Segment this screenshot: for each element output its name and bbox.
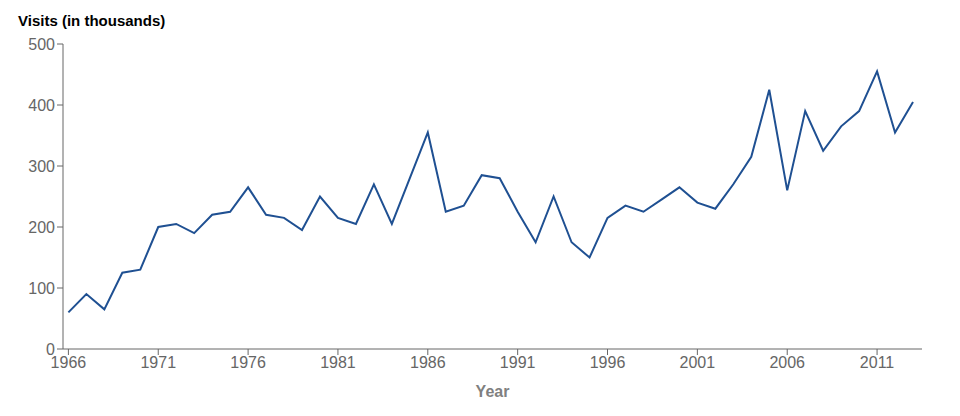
svg-text:Year: Year — [476, 383, 510, 400]
svg-text:1986: 1986 — [410, 354, 446, 371]
svg-text:500: 500 — [28, 36, 55, 53]
svg-text:1991: 1991 — [500, 354, 536, 371]
svg-text:1996: 1996 — [590, 354, 626, 371]
svg-text:2006: 2006 — [769, 354, 805, 371]
html-text:Visits (in thousands): Visits (in thousands) — [18, 12, 166, 29]
svg-text:200: 200 — [28, 219, 55, 236]
svg-text:1981: 1981 — [320, 354, 356, 371]
svg-text:300: 300 — [28, 158, 55, 175]
svg-text:1976: 1976 — [230, 354, 266, 371]
svg-text:400: 400 — [28, 97, 55, 114]
svg-text:2011: 2011 — [860, 354, 895, 371]
svg-text:2001: 2001 — [680, 354, 716, 371]
svg-text:100: 100 — [28, 280, 55, 297]
svg-text:1971: 1971 — [140, 354, 176, 371]
svg-text:0: 0 — [46, 341, 55, 358]
svg-text:1966: 1966 — [51, 354, 87, 371]
